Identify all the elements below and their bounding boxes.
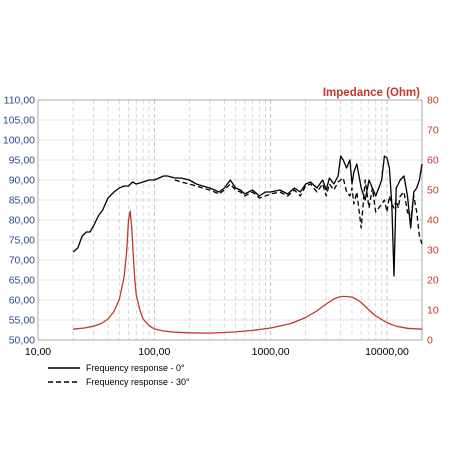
y2-tick-label: 20 [427, 275, 439, 287]
legend-label-30deg: Frequency response - 30° [86, 377, 190, 387]
y2-tick-label: 60 [427, 155, 439, 167]
grid [37, 99, 423, 341]
secondary-axis-label: Impedance (Ohm) [323, 87, 420, 99]
legend: Frequency response - 0° Frequency respon… [48, 363, 190, 387]
y-tick-label: 105,00 [3, 115, 35, 127]
y-tick-label: 65,00 [9, 275, 35, 287]
y-tick-label: 85,00 [9, 195, 35, 207]
legend-label-0deg: Frequency response - 0° [86, 363, 185, 373]
y-tick-label: 55,00 [9, 315, 35, 327]
x-tick-label: 10000,00 [365, 346, 409, 358]
y-tick-label: 110,00 [4, 95, 35, 107]
y2-tick-label: 30 [427, 245, 439, 257]
y-tick-label: 75,00 [9, 235, 35, 247]
series-line-2 [72, 210, 423, 334]
x-tick-label: 10,00 [25, 346, 51, 358]
y2-tick-label: 10 [427, 305, 439, 317]
series-line-0 [72, 155, 423, 277]
y-tick-label: 80,00 [9, 215, 35, 227]
y-tick-label: 95,00 [9, 155, 35, 167]
axes: 50,00 55,00 60,00 65,00 70,00 75,00 80,00 85,00… [3, 95, 439, 359]
x-tick-label: 100,00 [138, 346, 170, 358]
y2-tick-label: 40 [427, 215, 439, 227]
y-tick-label: 50,00 [9, 335, 35, 347]
y2-tick-label: 50 [427, 185, 439, 197]
y-tick-label: 60,00 [9, 295, 35, 307]
y2-tick-label: 80 [427, 95, 439, 107]
plot-area-frame [37, 99, 423, 341]
y2-tick-label: 70 [427, 125, 439, 137]
y-tick-label: 70,00 [9, 255, 35, 267]
y-tick-label: 100,00 [3, 135, 35, 147]
y2-tick-label: 0 [427, 335, 433, 347]
series [72, 155, 423, 334]
y-tick-label: 90,00 [9, 175, 35, 187]
x-tick-label: 1000,00 [252, 346, 290, 358]
series-line-1 [174, 177, 423, 245]
